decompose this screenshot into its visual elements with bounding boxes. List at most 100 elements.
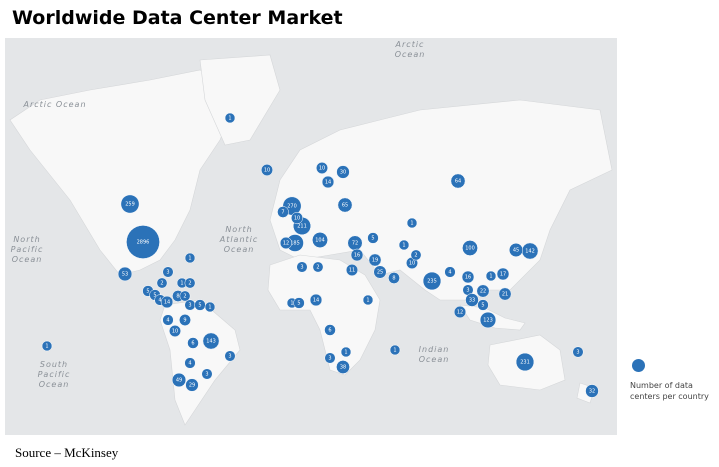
data-center-bubble (388, 272, 400, 284)
bubble-label: 16 (465, 275, 471, 281)
bubble-label: 1 (290, 301, 293, 307)
data-center-bubble (476, 284, 490, 298)
data-center-bubble (362, 294, 374, 306)
data-center-bubble (398, 239, 410, 251)
ocean-label: Indian Ocean (418, 345, 450, 364)
data-center-bubble (373, 265, 387, 279)
bubble-label: 3 (205, 372, 208, 378)
data-center-bubble (465, 293, 479, 307)
data-center-bubble (160, 295, 174, 309)
data-center-bubble (572, 346, 584, 358)
bubble-label: 1 (410, 221, 413, 227)
data-center-bubble (224, 112, 236, 124)
data-center-bubble (202, 332, 220, 350)
data-center-bubble (461, 270, 475, 284)
bubble-label: 1 (208, 305, 211, 311)
bubble-label: 5 (371, 236, 374, 242)
data-center-bubble (168, 324, 182, 338)
bubble-label: 1 (188, 256, 191, 262)
bubble-label: 3 (328, 356, 331, 362)
source: Source – McKinsey (15, 445, 119, 460)
bubble-label: 4 (158, 298, 161, 304)
data-center-bubble (162, 314, 174, 326)
bubble-label: 14 (325, 180, 331, 186)
bubble-label: 259 (125, 202, 135, 208)
bubble-label: 17 (500, 272, 506, 278)
data-center-bubble (184, 252, 196, 264)
data-center-bubble (171, 372, 187, 388)
bubble-label: 1 (180, 281, 183, 287)
legend-symbol (632, 359, 645, 372)
bubble-label: 49 (176, 378, 182, 384)
bubble-label: 10 (409, 261, 415, 267)
bubble-label: 4 (448, 270, 451, 276)
data-center-bubble (462, 240, 478, 256)
data-center-bubble (156, 277, 168, 289)
bubble-label: 6 (328, 328, 331, 334)
data-center-bubble (368, 253, 382, 267)
data-center-bubble (204, 301, 216, 313)
bubble-label: 1 (402, 243, 405, 249)
bubble-label: 19 (372, 258, 378, 264)
bubble-label: 9 (183, 318, 186, 324)
bubble-label: 5 (198, 303, 201, 309)
bubble-label: 7 (281, 210, 284, 216)
bubble-label: 8 (176, 294, 179, 300)
bubble-label: 3 (166, 270, 169, 276)
data-center-bubble (296, 261, 308, 273)
bubble-label: 3 (300, 265, 303, 271)
data-center-bubble (187, 337, 199, 349)
bubble-label: 3 (188, 303, 191, 309)
bubble-label: 4 (188, 361, 191, 367)
ocean-label: South Pacific Ocean (37, 360, 71, 389)
ocean-label: Arctic Ocean (23, 100, 87, 109)
title: Worldwide Data Center Market (12, 7, 343, 29)
bubble-label: 53 (122, 272, 128, 278)
data-center-bubble (117, 266, 133, 282)
bubble-label: 3 (228, 354, 231, 360)
bubble-label: 8 (392, 276, 395, 282)
bubble-label: 1 (228, 116, 231, 122)
bubble-label: 22 (480, 289, 486, 295)
bubble-label: 14 (164, 300, 170, 306)
data-center-bubble (444, 266, 456, 278)
data-center-bubble (367, 232, 379, 244)
data-center-bubble (453, 305, 467, 319)
bubble-label: 16 (354, 253, 360, 259)
bubble-label: 64 (455, 179, 461, 185)
data-center-bubble (260, 163, 274, 177)
bubble-label: 11 (349, 268, 355, 274)
data-center-bubble (345, 263, 359, 277)
data-center-bubble (185, 378, 199, 392)
bubble-label: 3 (576, 350, 579, 356)
bubble-label: 33 (469, 298, 475, 304)
data-center-bubble (179, 314, 191, 326)
bubble-label: 72 (352, 241, 358, 247)
data-center-bubble (224, 350, 236, 362)
data-center-bubble (312, 261, 324, 273)
bubble-label: 2 (316, 265, 319, 271)
data-center-bubble (336, 360, 350, 374)
data-center-bubble (340, 346, 352, 358)
bubble-label: 10 (294, 216, 300, 222)
data-center-bubble (389, 344, 401, 356)
bubble-label: 2 (414, 253, 417, 259)
bubble-label: 2 (183, 294, 186, 300)
bubble-label: 5 (146, 289, 149, 295)
data-center-bubble (350, 248, 364, 262)
bubble-label: 1 (366, 298, 369, 304)
bubble-label: 104 (315, 238, 325, 244)
data-center-bubble (184, 357, 196, 369)
data-center-bubble (179, 290, 191, 302)
ocean-label: North Atlantic Ocean (219, 225, 259, 254)
data-center-bubble (508, 242, 524, 258)
bubble-label: 1 (45, 344, 48, 350)
data-center-bubble (337, 197, 353, 213)
data-center-bubble (585, 384, 599, 398)
bubble-label: 1 (489, 274, 492, 280)
bubble-label: 38 (340, 365, 346, 371)
bubble-label: 270 (287, 204, 297, 210)
data-center-bubble (126, 225, 160, 259)
bubble-label: 1 (393, 348, 396, 354)
